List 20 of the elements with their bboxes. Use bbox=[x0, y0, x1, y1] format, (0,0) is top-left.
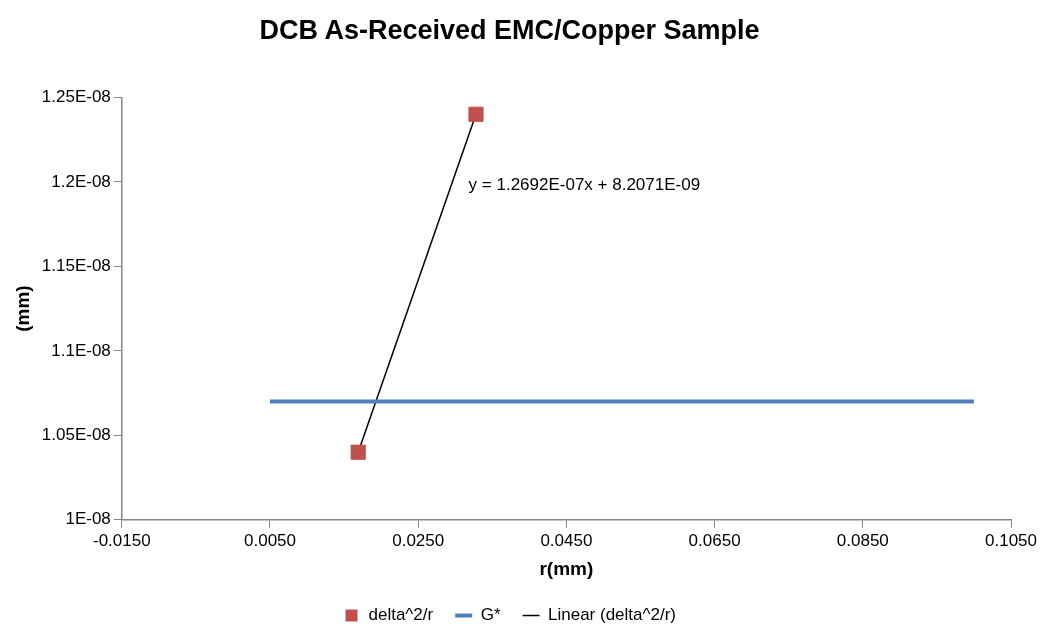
x-tick-label: 0.0250 bbox=[392, 530, 445, 550]
y-tick-label: 1E-08 bbox=[65, 509, 111, 529]
annotation: y = 1.2692E-07x + 8.2071E-09 bbox=[468, 175, 701, 195]
x-tick-label: 0.1050 bbox=[985, 530, 1037, 550]
x-tick-label: 0.0450 bbox=[540, 530, 593, 550]
x-tick-label: 0.0850 bbox=[836, 530, 889, 550]
x-axis-title: r(mm) bbox=[539, 557, 594, 579]
y-axis-title: (mm) bbox=[11, 285, 33, 332]
chart-title: DCB As-Received EMC/Copper Sample bbox=[259, 14, 760, 45]
y-tick-label: 1.15E-08 bbox=[41, 256, 111, 276]
legend-label: delta^2/r bbox=[368, 605, 434, 625]
legend-label: G* bbox=[480, 605, 501, 625]
y-tick-label: 1.2E-08 bbox=[51, 171, 111, 191]
x-tick-label: -0.0150 bbox=[92, 530, 151, 550]
y-tick-label: 1.25E-08 bbox=[41, 87, 111, 107]
legend-label: Linear (delta^2/r) bbox=[548, 605, 676, 625]
y-tick-label: 1.05E-08 bbox=[41, 425, 111, 445]
x-tick-label: 0.0050 bbox=[244, 530, 296, 550]
x-tick-label: 0.0650 bbox=[688, 530, 741, 550]
y-tick-label: 1.1E-08 bbox=[51, 340, 111, 360]
